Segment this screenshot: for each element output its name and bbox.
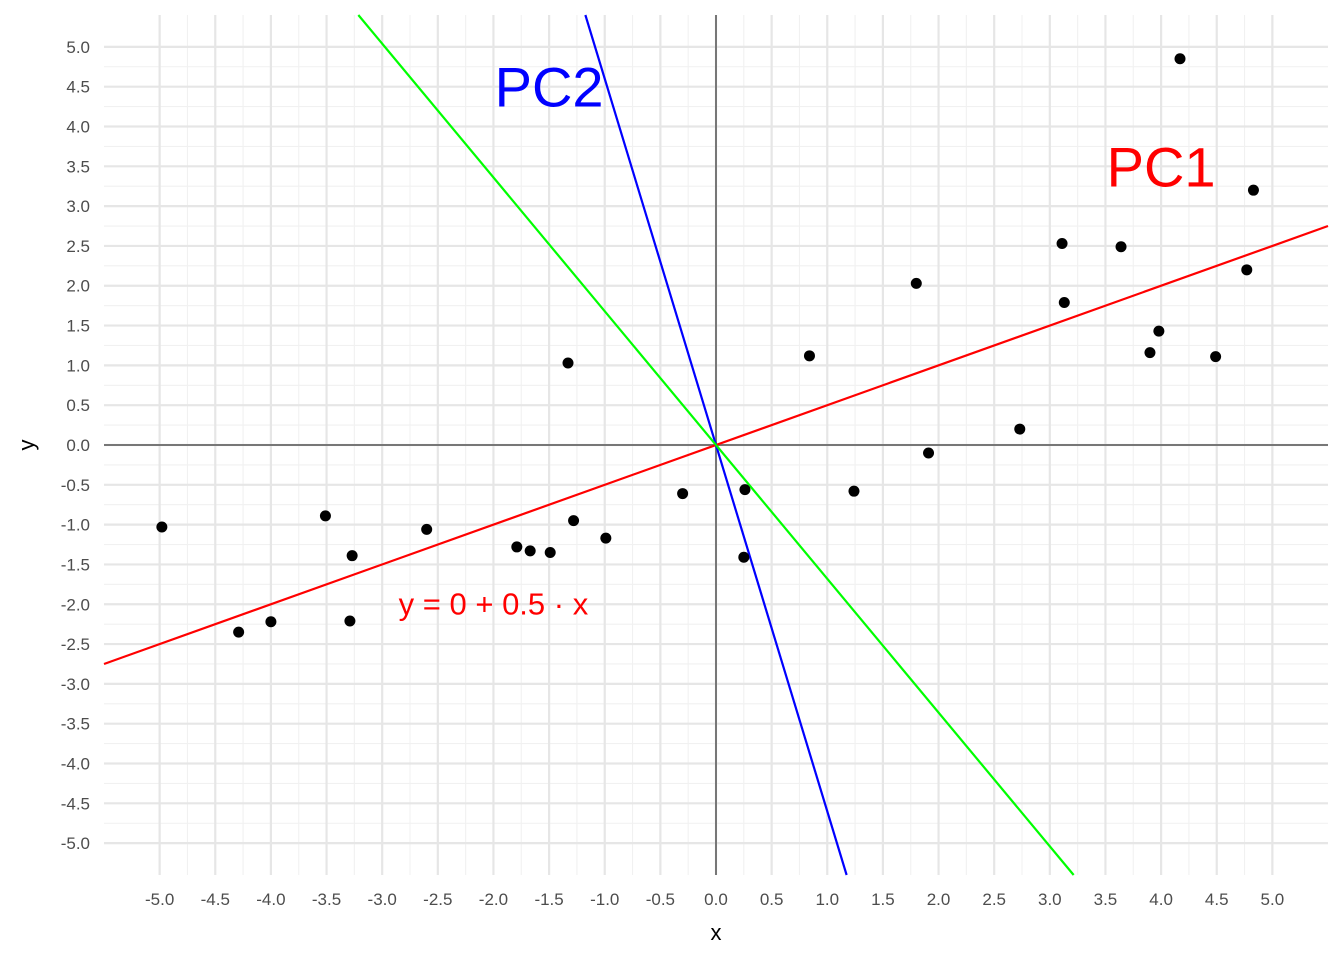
data-point <box>1144 347 1156 359</box>
y-tick-label: 4.0 <box>66 117 90 136</box>
y-tick-label: 1.5 <box>66 317 90 336</box>
x-tick-label: -2.0 <box>479 890 508 909</box>
y-tick-label: 0.0 <box>66 436 90 455</box>
data-point <box>803 350 815 362</box>
x-tick-label: -0.5 <box>646 890 675 909</box>
x-tick-label: -1.5 <box>534 890 563 909</box>
y-tick-label: -2.0 <box>61 595 90 614</box>
y-tick-label: -4.0 <box>61 755 90 774</box>
y-tick-label: 3.5 <box>66 157 90 176</box>
y-tick-label: -1.5 <box>61 555 90 574</box>
data-point <box>677 488 689 500</box>
y-tick-label: 2.5 <box>66 237 90 256</box>
x-tick-label: -2.5 <box>423 890 452 909</box>
data-point <box>156 521 168 533</box>
data-point <box>319 510 331 522</box>
x-tick-label: -5.0 <box>145 890 174 909</box>
data-point <box>1153 325 1165 337</box>
data-point <box>1014 423 1026 435</box>
data-point <box>738 551 750 563</box>
y-tick-label: 2.0 <box>66 277 90 296</box>
y-tick-label: 1.0 <box>66 356 90 375</box>
x-tick-label: -4.5 <box>201 890 230 909</box>
y-axis-ticks: -5.0 -4.5 -4.0 -3.5 -3.0 -2.5 -2.0 -1.5 -1.0 -0.5… <box>61 38 90 853</box>
data-point <box>1247 184 1259 196</box>
pc2-label: PC2 <box>495 56 604 119</box>
annotations: PC2 PC1 y = 0 + 0.5 · x <box>399 56 1216 622</box>
data-point <box>511 541 523 553</box>
x-tick-label: 2.0 <box>927 890 951 909</box>
data-points <box>156 53 1259 638</box>
data-point <box>1058 296 1070 308</box>
data-point <box>562 357 574 369</box>
data-point <box>1056 238 1068 250</box>
x-tick-label: -4.0 <box>256 890 285 909</box>
data-point <box>739 484 751 496</box>
data-point <box>600 532 612 544</box>
x-tick-label: 1.0 <box>815 890 839 909</box>
reference-line-2 <box>357 14 1075 876</box>
y-tick-label: 0.5 <box>66 396 90 415</box>
x-tick-label: 3.0 <box>1038 890 1062 909</box>
data-point <box>848 485 860 497</box>
y-tick-label: 5.0 <box>66 38 90 57</box>
data-point <box>524 545 536 557</box>
x-tick-label: 5.0 <box>1261 890 1285 909</box>
x-tick-label: -3.5 <box>312 890 341 909</box>
data-point <box>265 616 277 628</box>
y-tick-label: -3.5 <box>61 715 90 734</box>
data-point <box>568 515 580 527</box>
data-point <box>923 447 935 459</box>
data-point <box>344 615 356 627</box>
x-tick-label: 2.5 <box>982 890 1006 909</box>
data-point <box>1174 53 1186 65</box>
data-point <box>544 547 556 558</box>
data-point <box>1210 351 1222 363</box>
fitted-lines <box>103 14 1329 876</box>
x-tick-label: 1.5 <box>871 890 895 909</box>
y-tick-label: -2.5 <box>61 635 90 654</box>
equation-label: y = 0 + 0.5 · x <box>399 586 589 621</box>
x-tick-label: 3.5 <box>1094 890 1118 909</box>
data-point <box>1115 241 1127 253</box>
x-tick-label: 0.0 <box>704 890 728 909</box>
x-tick-label: -1.0 <box>590 890 619 909</box>
y-tick-label: 3.0 <box>66 197 90 216</box>
y-tick-label: -3.0 <box>61 675 90 694</box>
y-tick-label: -5.0 <box>61 834 90 853</box>
x-tick-label: 4.5 <box>1205 890 1229 909</box>
data-point <box>346 550 358 562</box>
x-axis-title: x <box>711 920 722 945</box>
y-axis-title: y <box>14 440 39 451</box>
y-tick-label: -1.0 <box>61 516 90 535</box>
x-tick-label: -3.0 <box>368 890 397 909</box>
y-tick-label: -0.5 <box>61 476 90 495</box>
x-tick-label: 4.0 <box>1149 890 1173 909</box>
data-point <box>910 277 922 289</box>
x-tick-label: 0.5 <box>760 890 784 909</box>
pc1-label: PC1 <box>1107 135 1216 198</box>
data-point <box>233 626 245 638</box>
data-point <box>421 523 433 535</box>
x-axis-ticks: -5.0 -4.5 -4.0 -3.5 -3.0 -2.5 -2.0 -1.5 -1.0 -0.5… <box>145 890 1284 909</box>
data-point <box>1241 264 1253 276</box>
y-tick-label: 4.5 <box>66 78 90 97</box>
y-tick-label: -4.5 <box>61 794 90 813</box>
